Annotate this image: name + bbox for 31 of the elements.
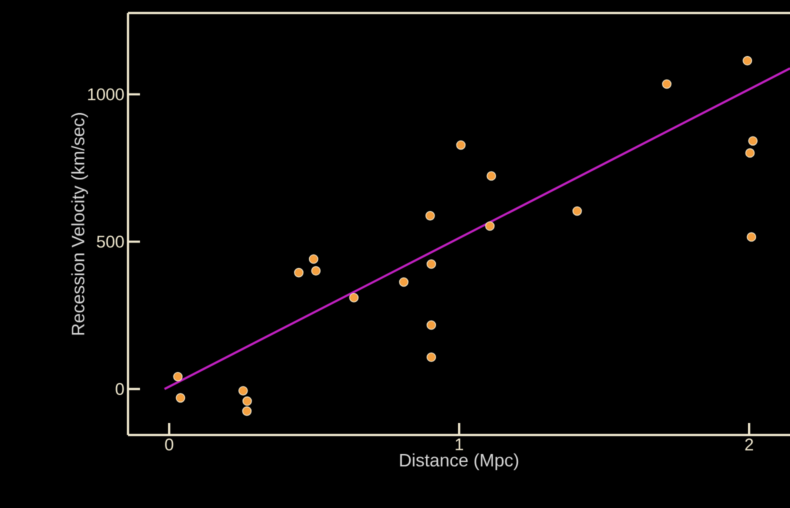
y-tick-label: 500 bbox=[96, 236, 124, 248]
y-tick-label: 0 bbox=[116, 383, 124, 396]
point bbox=[242, 396, 252, 406]
point bbox=[426, 320, 436, 330]
point bbox=[746, 232, 756, 242]
point bbox=[662, 79, 672, 89]
point bbox=[426, 259, 436, 269]
point bbox=[349, 292, 359, 302]
point bbox=[426, 352, 436, 362]
point bbox=[456, 140, 466, 150]
point bbox=[399, 277, 408, 287]
point bbox=[311, 266, 321, 276]
point bbox=[742, 56, 752, 66]
point bbox=[176, 393, 186, 403]
point bbox=[238, 386, 248, 396]
y-tick-label: 1000 bbox=[88, 88, 124, 100]
point bbox=[485, 221, 495, 231]
point bbox=[748, 136, 758, 146]
point bbox=[425, 211, 435, 220]
x-tick-label: 0 bbox=[165, 438, 174, 451]
point bbox=[173, 372, 183, 382]
point bbox=[308, 254, 318, 264]
point bbox=[745, 148, 755, 158]
y-axis-title: Recession Velocity (km/sec) bbox=[71, 113, 88, 335]
x-tick-label: 2 bbox=[745, 438, 753, 450]
point bbox=[294, 268, 304, 278]
x-axis-title: Distance (Mpc) bbox=[400, 453, 518, 470]
x-tick-label: 1 bbox=[456, 438, 464, 450]
point bbox=[572, 206, 582, 216]
point bbox=[486, 171, 496, 181]
point bbox=[242, 406, 252, 416]
